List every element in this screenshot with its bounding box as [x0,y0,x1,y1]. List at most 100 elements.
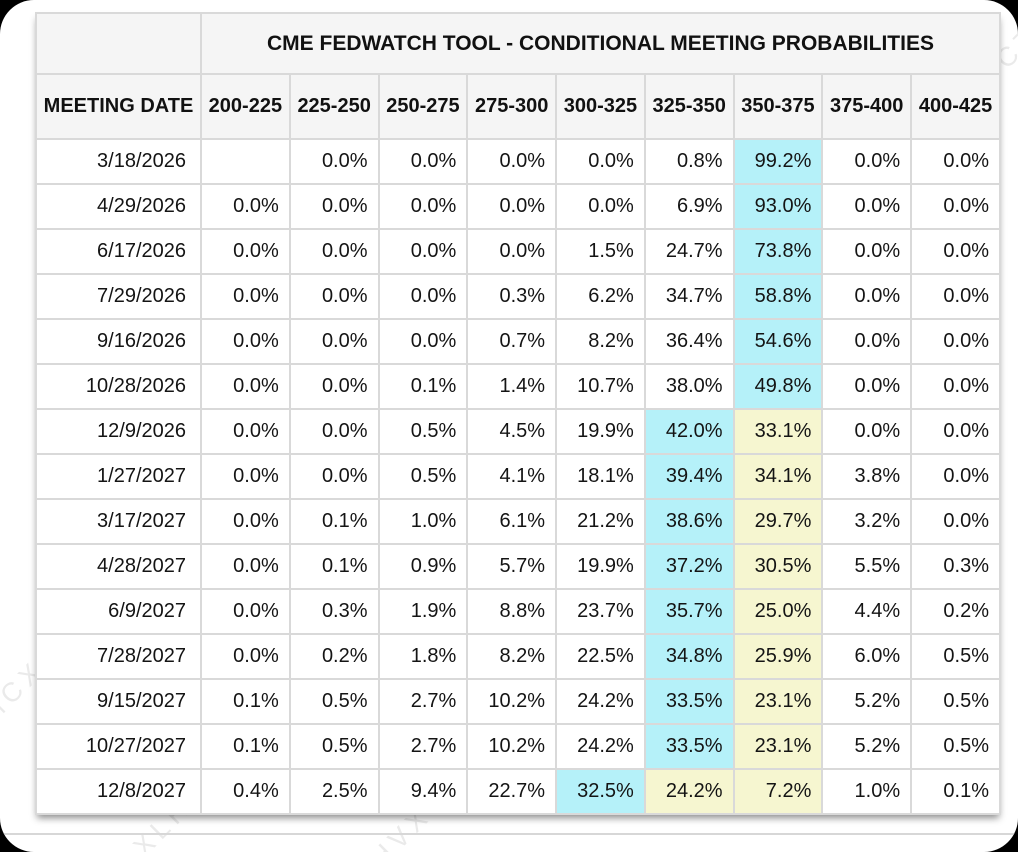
probability-cell: 0.0% [466,183,558,230]
probability-cell: 24.2% [555,678,646,725]
probability-cell: 29.7% [732,498,824,545]
probability-cell: 0.0% [200,273,291,320]
meeting-date-cell: 1/27/2027 [35,453,202,500]
probability-cell: 33.5% [643,723,735,770]
probability-cell: 0.5% [910,723,1001,770]
probability-cell [200,138,291,185]
probability-cell: 38.6% [643,498,735,545]
probability-cell: 0.5% [288,678,380,725]
probability-cell: 0.1% [910,768,1001,815]
probability-cell: 1.0% [377,498,469,545]
meeting-date-cell: 6/17/2026 [35,228,202,275]
probability-cell: 0.0% [200,633,291,680]
table-row: 10/28/2026 0.0% 0.0% 0.1% 1.4% 10.7% 38.0% 49.8… [35,363,1001,410]
probability-cell: 34.8% [643,633,735,680]
probability-cell: 0.0% [821,318,913,365]
probability-cell: 24.2% [555,723,646,770]
table-title: CME FEDWATCH TOOL - CONDITIONAL MEETING … [200,12,1001,75]
probability-cell: 42.0% [643,408,735,455]
probability-cell: 33.1% [732,408,824,455]
probability-cell: 0.3% [910,543,1001,590]
probability-cell: 0.1% [200,723,291,770]
probability-cell: 25.0% [732,588,824,635]
meeting-date-cell: 7/28/2027 [35,633,202,680]
probability-cell: 0.0% [200,318,291,365]
probability-cell: 6.2% [555,273,646,320]
probability-cell: 6.9% [643,183,735,230]
probability-cell: 5.2% [821,723,913,770]
probability-cell: 99.2% [732,138,824,185]
probability-cell: 0.0% [555,183,646,230]
probability-cell: 0.0% [288,363,380,410]
column-header-row: MEETING DATE 200-225 225-250 250-275 275-30… [35,73,1001,140]
probability-cell: 0.0% [377,318,469,365]
probability-cell: 73.8% [732,228,824,275]
rate-range-header: 300-325 [555,73,646,140]
probability-cell: 10.2% [466,723,558,770]
probability-cell: 0.0% [910,273,1001,320]
probability-cell: 0.0% [288,408,380,455]
corner-cell [35,12,202,75]
probability-cell: 2.7% [377,723,469,770]
fedwatch-probabilities-table: CME FEDWATCH TOOL - CONDITIONAL MEETING … [35,12,1001,815]
probability-cell: 36.4% [643,318,735,365]
rate-range-header: 225-250 [288,73,380,140]
probability-cell: 0.0% [910,318,1001,365]
probability-cell: 1.8% [377,633,469,680]
probability-cell: 39.4% [643,453,735,500]
probability-cell: 54.6% [732,318,824,365]
probability-cell: 0.0% [910,408,1001,455]
probability-cell: 0.0% [821,408,913,455]
probability-cell: 0.0% [377,183,469,230]
probability-cell: 22.5% [555,633,646,680]
probability-cell: 23.1% [732,678,824,725]
probability-cell: 0.0% [910,228,1001,275]
probability-cell: 5.7% [466,543,558,590]
probability-cell: 49.8% [732,363,824,410]
meeting-date-cell: 9/15/2027 [35,678,202,725]
probability-cell: 0.0% [200,588,291,635]
probability-cell: 6.1% [466,498,558,545]
probability-cell: 4.4% [821,588,913,635]
probability-cell: 0.7% [466,318,558,365]
table-row: 6/17/2026 0.0% 0.0% 0.0% 0.0% 1.5% 24.7% 73.8% 0… [35,228,1001,275]
probability-cell: 0.0% [821,273,913,320]
probability-cell: 1.9% [377,588,469,635]
probability-cell: 0.0% [821,363,913,410]
probability-cell: 0.0% [200,498,291,545]
probability-cell: 58.8% [732,273,824,320]
probability-cell: 0.0% [288,453,380,500]
rate-range-header: 325-350 [643,73,735,140]
probability-cell: 0.9% [377,543,469,590]
meeting-date-header: MEETING DATE [35,73,202,140]
probability-cell: 37.2% [643,543,735,590]
meeting-date-cell: 12/9/2026 [35,408,202,455]
probability-cell: 1.5% [555,228,646,275]
table-row: 9/16/2026 0.0% 0.0% 0.0% 0.7% 8.2% 36.4% 54.6% 0… [35,318,1001,365]
probability-cell: 0.5% [288,723,380,770]
probability-cell: 4.5% [466,408,558,455]
probability-cell: 0.0% [910,138,1001,185]
table-row: 9/15/2027 0.1% 0.5% 2.7% 10.2% 24.2% 33.5% 23.1… [35,678,1001,725]
table-row: 4/29/2026 0.0% 0.0% 0.0% 0.0% 0.0% 6.9% 93.0% 0.… [35,183,1001,230]
meeting-date-cell: 3/18/2026 [35,138,202,185]
probability-cell: 10.7% [555,363,646,410]
meeting-date-cell: 10/27/2027 [35,723,202,770]
table-row: 7/29/2026 0.0% 0.0% 0.0% 0.3% 6.2% 34.7% 58.8% 0… [35,273,1001,320]
table-row: 10/27/2027 0.1% 0.5% 2.7% 10.2% 24.2% 33.5% 23.… [35,723,1001,770]
probability-cell: 0.5% [377,408,469,455]
probability-cell: 24.2% [643,768,735,815]
probability-cell: 33.5% [643,678,735,725]
probability-cell: 25.9% [732,633,824,680]
probability-cell: 3.8% [821,453,913,500]
probability-cell: 23.1% [732,723,824,770]
probability-cell: 0.8% [643,138,735,185]
meeting-date-cell: 7/29/2026 [35,273,202,320]
content-bottom-divider [0,833,1018,835]
probability-cell: 93.0% [732,183,824,230]
meeting-date-cell: 4/28/2027 [35,543,202,590]
probability-cell: 38.0% [643,363,735,410]
probability-cell: 0.2% [288,633,380,680]
meeting-date-cell: 3/17/2027 [35,498,202,545]
